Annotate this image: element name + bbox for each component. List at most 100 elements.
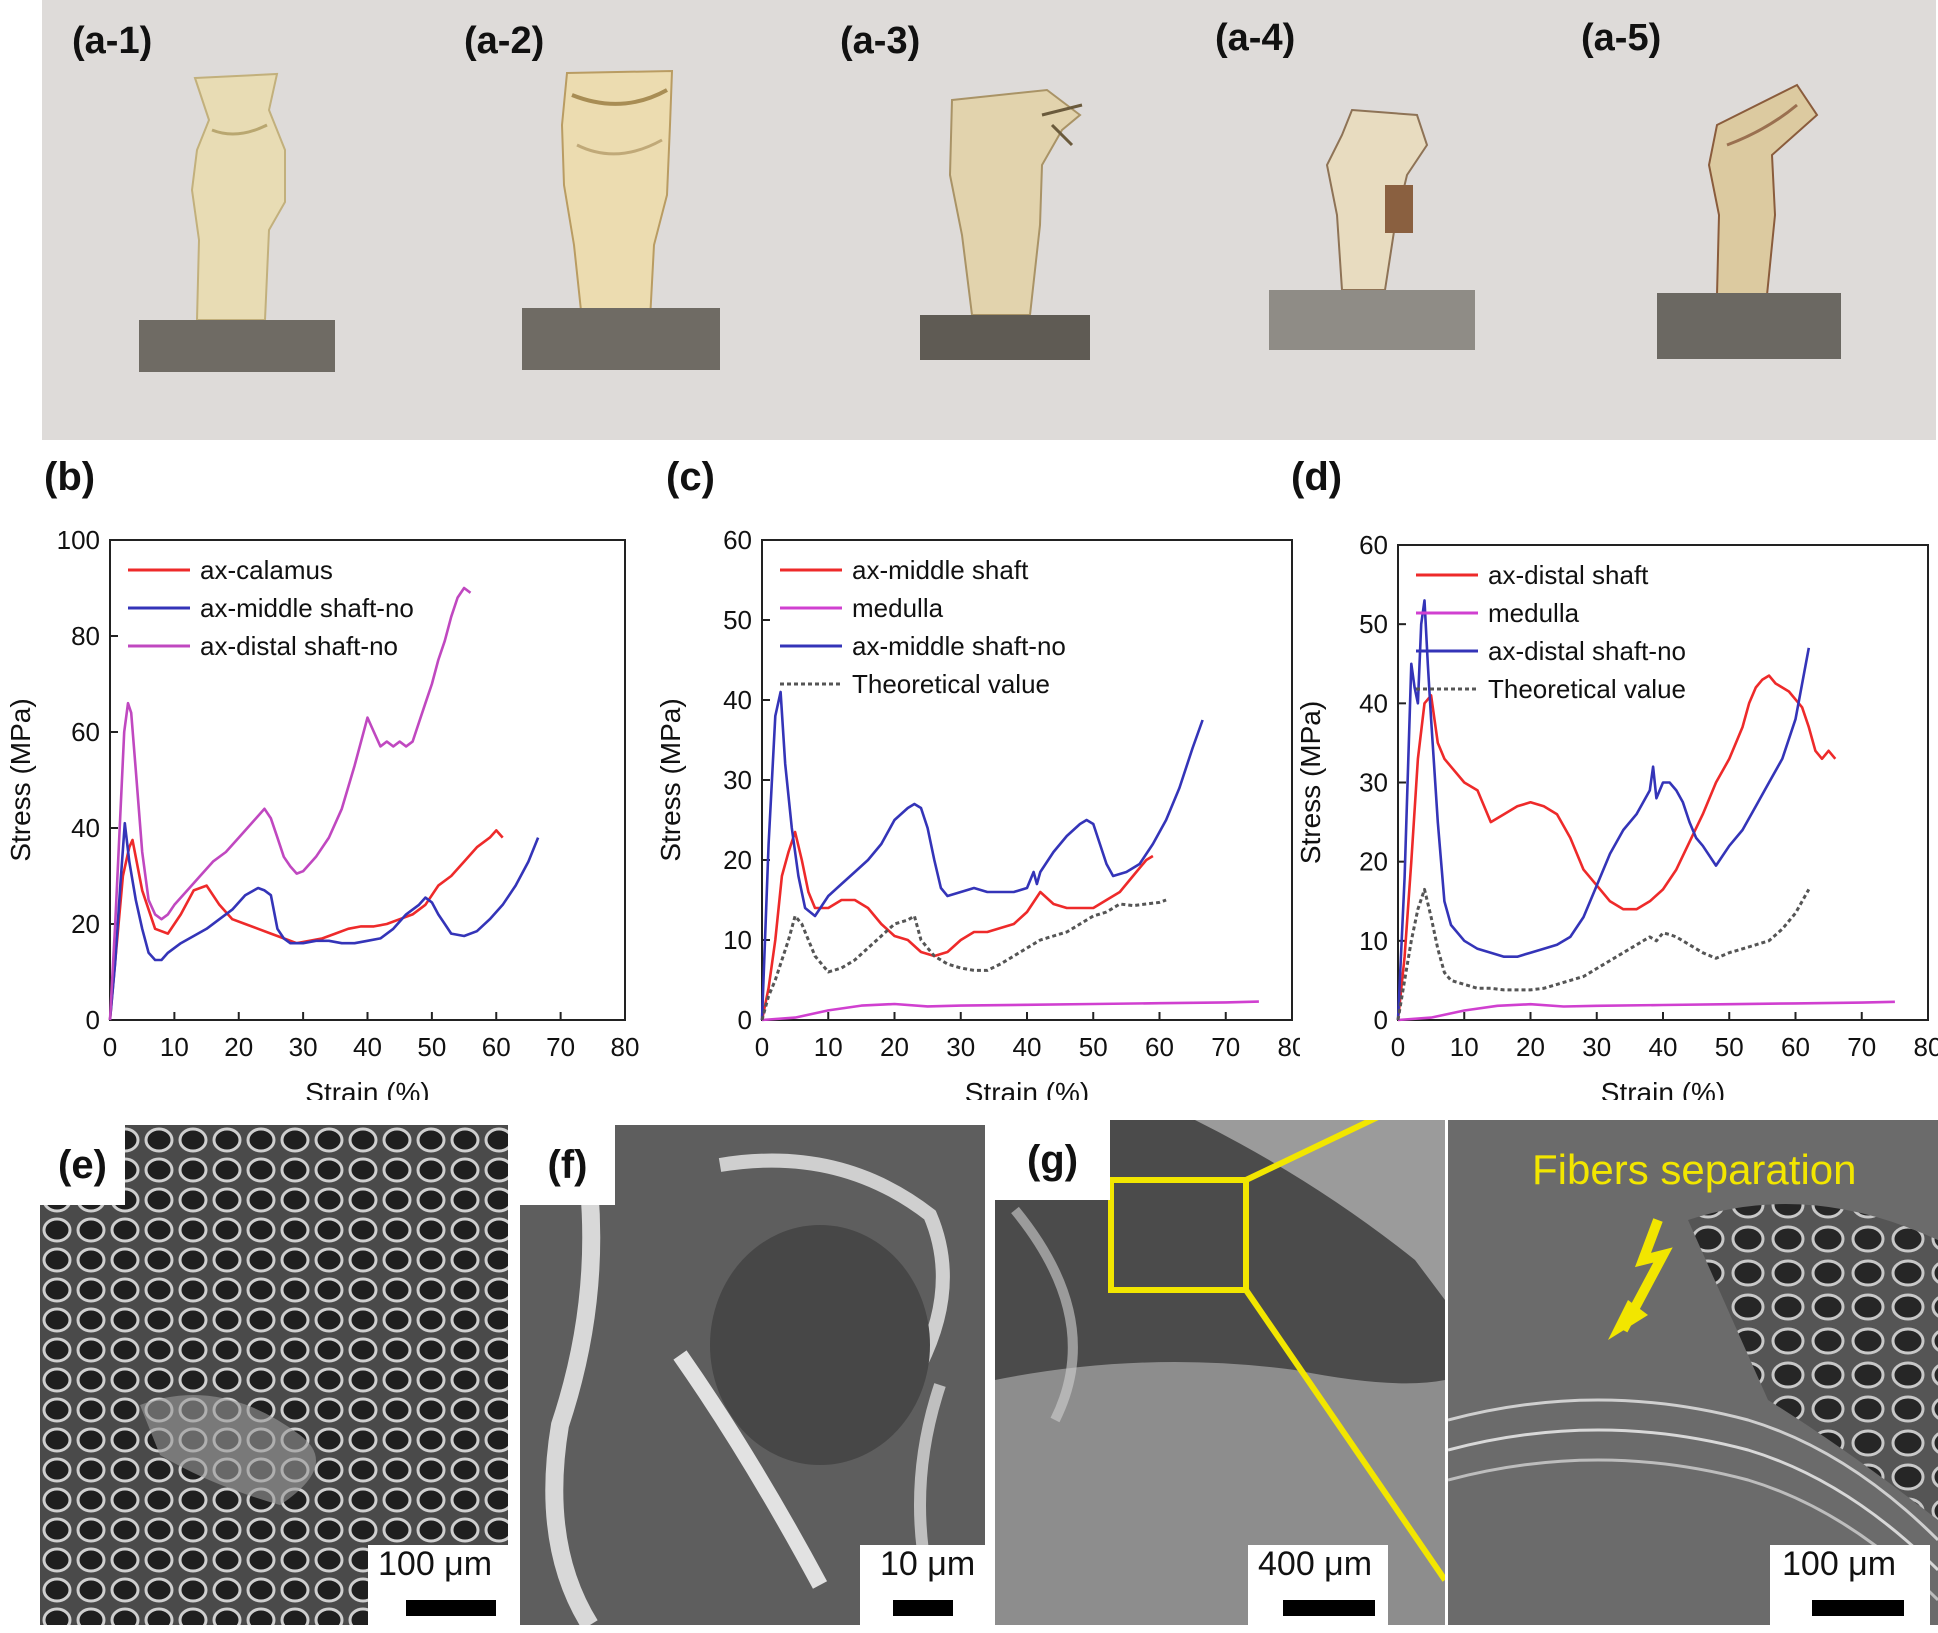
chart-b-series-2: [108, 586, 472, 1021]
chart-d-xtick-label: 0: [1391, 1032, 1405, 1062]
chart-c: 0 10 20 30 40 50 60 70 80 0 10 20 30 40 50 60 Strain (%)…: [655, 525, 1300, 1100]
sem-g-right-image: Fibers separation: [1448, 1120, 1938, 1625]
zoom-region-box: [1108, 1177, 1249, 1293]
sample-a1-photo: [139, 72, 335, 372]
chart-c-legend-label: medulla: [852, 593, 944, 623]
sample-a4-photo: [1269, 108, 1475, 350]
chart-b-xtick-label: 80: [611, 1032, 640, 1062]
sample-a2-photo: [522, 69, 720, 370]
scale-e-text: 100 μm: [378, 1545, 493, 1583]
chart-b-ytick-label: 20: [71, 909, 100, 939]
chart-b-xtick-label: 40: [353, 1032, 382, 1062]
sem-e-image: [40, 1125, 508, 1625]
scale-f-bar: [893, 1600, 953, 1616]
chart-d-ytick-label: 10: [1359, 926, 1388, 956]
chart-b-legend-label: ax-middle shaft-no: [200, 593, 414, 623]
chart-d-xtick-label: 80: [1914, 1032, 1938, 1062]
chart-c-ytick-label: 60: [723, 525, 752, 555]
chart-b-xtick-label: 70: [546, 1032, 575, 1062]
chart-c-xtick-label: 20: [880, 1032, 909, 1062]
chart-b-ylabel: Stress (MPa): [5, 698, 36, 861]
label-c: (c): [666, 455, 715, 499]
chart-c-ytick-label: 20: [723, 845, 752, 875]
chart-c-xtick-label: 80: [1278, 1032, 1300, 1062]
chart-b-xlabel: Strain (%): [305, 1077, 429, 1100]
chart-d-xtick-label: 40: [1649, 1032, 1678, 1062]
chart-b-xtick-label: 20: [224, 1032, 253, 1062]
chart-c-legend-label: ax-middle shaft: [852, 555, 1029, 585]
chart-d-ytick-label: 30: [1359, 768, 1388, 798]
chart-d-ytick-label: 60: [1359, 530, 1388, 560]
scale-g-right-bar: [1812, 1600, 1904, 1616]
label-a2: (a-2): [464, 20, 545, 62]
chart-c-xtick-label: 40: [1013, 1032, 1042, 1062]
scale-f-text: 10 μm: [880, 1545, 976, 1583]
scale-e-bar: [406, 1600, 496, 1616]
chart-d-legend-label: medulla: [1488, 598, 1580, 628]
label-g: (g): [995, 1120, 1110, 1200]
chart-d-ytick-label: 20: [1359, 847, 1388, 877]
sem-e-texture: [40, 1125, 508, 1625]
label-a1: (a-1): [72, 20, 153, 62]
chart-c-ytick-label: 0: [738, 1005, 752, 1035]
panel-a-photo-strip: (a-1) (a-2) (a-3) (a-4) (a-5): [42, 0, 1936, 440]
chart-d-series-1: [1397, 1000, 1895, 1022]
chart-b-legend-label: ax-distal shaft-no: [200, 631, 398, 661]
chart-b-ytick-label: 100: [57, 525, 100, 555]
chart-b-series-1: [108, 821, 540, 1021]
chart-c-xtick-label: 60: [1145, 1032, 1174, 1062]
chart-b-series-0: [108, 829, 504, 1021]
chart-d-legend-label: ax-distal shaft: [1488, 560, 1649, 590]
scale-f-box: 10 μm: [860, 1545, 985, 1625]
scale-g-left-bar: [1283, 1600, 1375, 1616]
chart-c-ytick-label: 10: [723, 925, 752, 955]
chart-d-legend-label: Theoretical value: [1488, 674, 1686, 704]
arrow-line: [1618, 1218, 1673, 1333]
chart-d-ytick-label: 0: [1374, 1005, 1388, 1035]
chart-d-xtick-label: 30: [1582, 1032, 1611, 1062]
chart-d-xlabel: Strain (%): [1601, 1077, 1725, 1100]
chart-d-xtick-label: 10: [1450, 1032, 1479, 1062]
chart-c-series-1: [761, 1000, 1259, 1022]
chart-b-xtick-label: 50: [417, 1032, 446, 1062]
chart-c-legend-label: ax-middle shaft-no: [852, 631, 1066, 661]
label-a3: (a-3): [840, 20, 921, 62]
zoom-line-top: [1244, 1120, 1379, 1183]
chart-b-ytick-label: 80: [71, 621, 100, 651]
sem-g-right-texture: [1448, 1120, 1938, 1625]
chart-c-ytick-label: 30: [723, 765, 752, 795]
sample-a3-photo: [920, 88, 1090, 360]
chart-c-xlabel: Strain (%): [965, 1077, 1089, 1100]
chart-b-ytick-label: 0: [86, 1005, 100, 1035]
label-f: (f): [520, 1125, 615, 1205]
label-a5: (a-5): [1581, 17, 1662, 59]
scale-e-box: 100 μm: [368, 1545, 508, 1625]
chart-b: 0 10 20 30 40 50 60 70 80 0 20 40 60 80 100 Strain (%) S…: [5, 525, 640, 1100]
scale-g-left-box: 400 μm: [1248, 1545, 1388, 1625]
arrow-head: [1608, 1300, 1648, 1340]
chart-b-ytick-label: 60: [71, 717, 100, 747]
chart-d-xtick-label: 60: [1781, 1032, 1810, 1062]
chart-d-ytick-label: 40: [1359, 688, 1388, 718]
chart-d-series-2: [1396, 599, 1811, 1021]
chart-d-legend-label: ax-distal shaft-no: [1488, 636, 1686, 666]
chart-b-ytick-label: 40: [71, 813, 100, 843]
chart-c-frame: [761, 539, 1293, 1021]
chart-c-xtick-label: 0: [755, 1032, 769, 1062]
label-e: (e): [40, 1125, 125, 1205]
sample-a5-photo: [1657, 83, 1841, 359]
chart-c-ytick-label: 40: [723, 685, 752, 715]
label-d: (d): [1291, 455, 1343, 499]
sem-f-texture: [520, 1125, 985, 1625]
chart-b-xtick-label: 60: [482, 1032, 511, 1062]
chart-d: 0 10 20 30 40 50 60 70 80 0 10 20 30 40 50 60 Strain (%)…: [1295, 530, 1938, 1100]
chart-d-series-0: [1396, 674, 1837, 1021]
chart-c-xtick-label: 10: [814, 1032, 843, 1062]
chart-d-series-3: [1396, 887, 1811, 1021]
scale-g-right-text: 100 μm: [1782, 1545, 1897, 1583]
chart-b-legend-label: ax-calamus: [200, 555, 333, 585]
chart-d-ytick-label: 50: [1359, 609, 1388, 639]
fibers-separation-annotation: Fibers separation: [1532, 1146, 1857, 1193]
chart-c-legend-label: Theoretical value: [852, 669, 1050, 699]
sem-f-image: [520, 1125, 985, 1625]
